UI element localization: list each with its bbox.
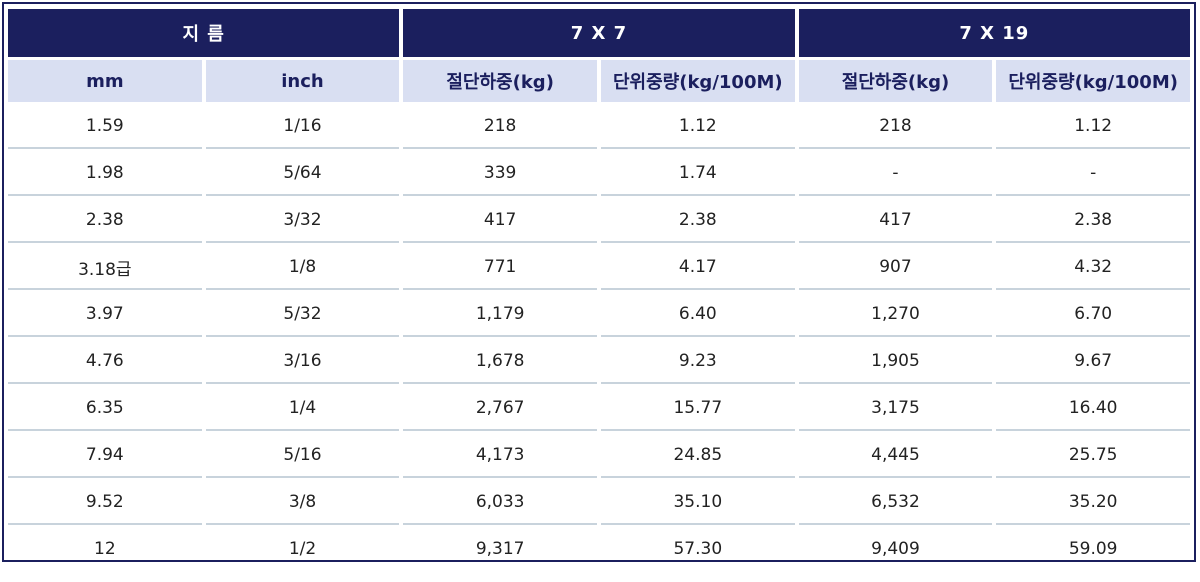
header-7x7: 7 X 7 — [403, 9, 795, 57]
cell-mm: 1.98 — [8, 152, 202, 196]
cell-break-load-7x19: 1,270 — [798, 293, 993, 337]
cell-inch: 3/8 — [205, 481, 400, 525]
table-row: 1.98 5/64 339 1.74- - — [8, 152, 1190, 196]
cell-mm: 2.38 — [8, 199, 202, 243]
cell-unit-weight-7x19: 35.20 — [996, 481, 1190, 525]
cell-unit-weight-7x19: 16.40 — [996, 387, 1190, 431]
cell-unit-weight-7x7: 1.12 — [600, 105, 795, 149]
cell-break-load-7x19: 3,175 — [798, 387, 993, 431]
cell-unit-weight-7x7: 1.74 — [600, 152, 795, 196]
table-row: 9.52 3/8 6,033 35.10 6,532 35.20 — [8, 481, 1190, 525]
table-row: 7.94 5/16 4,173 24.85 4,445 25.75 — [8, 434, 1190, 478]
header-diameter: 지 름 — [8, 9, 400, 57]
cell-mm: 3.97 — [8, 293, 202, 337]
cell-break-load-7x19: 9,409 — [871, 539, 920, 559]
wire-rope-spec-table: 지 름 7 X 7 7 X 19 mm inch 절단하중(kg) 단위중량(k… — [4, 6, 1194, 573]
spec-table-frame: 지 름 7 X 7 7 X 19 mm inch 절단하중(kg) 단위중량(k… — [2, 2, 1196, 562]
cell-break-load-7x19: 6,532 — [798, 481, 993, 525]
cell-break-load-7x7: 339 — [403, 152, 597, 196]
cell-unit-weight-7x7: 2.38 — [600, 199, 795, 243]
cell-break-load-7x19: - — [798, 152, 993, 196]
cell-inch: 1/4 — [205, 387, 400, 431]
column-header-row: mm inch 절단하중(kg) 단위중량(kg/100M) 절단하중(kg) … — [8, 60, 1190, 102]
cell-mm: 1.59 — [8, 105, 202, 149]
cell-break-load-7x7: 2,767 — [403, 387, 597, 431]
cell-mm: 3.18급 — [8, 246, 202, 290]
cell-unit-weight-7x19: 1.12 — [996, 105, 1190, 149]
cell-mm: 7.94 — [8, 434, 202, 478]
cell-unit-weight-7x19: 59.09 — [1068, 539, 1118, 559]
cell-unit-weight-7x19: 4.32 — [996, 246, 1190, 290]
cell-inch: 3/16 — [205, 340, 400, 384]
table-row: 3.97 5/32 1,179 6.40 1,270 6.70 — [8, 293, 1190, 337]
cell-unit-weight-7x7: 57.30 — [673, 539, 723, 559]
cell-unit-weight-7x19: 25.75 — [996, 434, 1190, 478]
col-header-break-load-7x19: 절단하중(kg) — [798, 60, 993, 102]
header-7x19: 7 X 19 — [798, 9, 1190, 57]
cell-mm: 9.52 — [8, 481, 202, 525]
cell-inch: 1/8 — [205, 246, 400, 290]
cell-break-load-7x19: 907 — [798, 246, 993, 290]
cell-mm: 6.35 — [8, 387, 202, 431]
col-header-inch: inch — [205, 60, 400, 102]
cell-break-load-7x7: 218 — [403, 105, 597, 149]
cell-break-load-7x7: 1,179 — [403, 293, 597, 337]
cell-break-load-7x19: 4,445 — [798, 434, 993, 478]
cell-inch: 5/16 — [205, 434, 400, 478]
cell-unit-weight-7x19: - — [996, 152, 1190, 196]
table-row: 12 1/2 9,317 57.30 9,409 59.09 — [8, 528, 1190, 570]
cell-unit-weight-7x7: 9.23 — [600, 340, 795, 384]
table-body: 1.59 1/16 218 1.12 218 1.12 1.98 5/64 339 1.74- -2… — [8, 105, 1190, 570]
cell-break-load-7x19: 417 — [798, 199, 993, 243]
col-header-break-load-7x7: 절단하중(kg) — [403, 60, 597, 102]
cell-break-load-7x7: 771 — [403, 246, 597, 290]
table-row: 6.35 1/4 2,767 15.77 3,175 16.40 — [8, 387, 1190, 431]
cell-inch: 1/16 — [205, 105, 400, 149]
col-header-unit-weight-7x7: 단위중량(kg/100M) — [600, 60, 795, 102]
cell-unit-weight-7x19: 9.67 — [996, 340, 1190, 384]
cell-break-load-7x7: 1,678 — [403, 340, 597, 384]
cell-unit-weight-7x7: 6.40 — [600, 293, 795, 337]
cell-unit-weight-7x19: 2.38 — [996, 199, 1190, 243]
cell-break-load-7x19: 1,905 — [798, 340, 993, 384]
cell-unit-weight-7x7: 4.17 — [600, 246, 795, 290]
cell-break-load-7x7: 4,173 — [403, 434, 597, 478]
col-header-unit-weight-7x19: 단위중량(kg/100M) — [996, 60, 1190, 102]
table-row: 3.18급 1/8 771 4.17 907 4.32 — [8, 246, 1190, 290]
cell-inch: 5/32 — [205, 293, 400, 337]
cell-inch: 3/32 — [205, 199, 400, 243]
group-header-row: 지 름 7 X 7 7 X 19 — [8, 9, 1190, 57]
cell-break-load-7x7: 6,033 — [403, 481, 597, 525]
cell-mm: 12 — [94, 539, 116, 559]
cell-break-load-7x7: 9,317 — [475, 539, 525, 559]
cell-inch: 5/64 — [205, 152, 400, 196]
cell-unit-weight-7x7: 24.85 — [600, 434, 795, 478]
table-row: 1.59 1/16 218 1.12 218 1.12 — [8, 105, 1190, 149]
cell-break-load-7x19: 218 — [798, 105, 993, 149]
cell-mm: 4.76 — [8, 340, 202, 384]
table-row: 4.76 3/16 1,678 9.23 1,905 9.67 — [8, 340, 1190, 384]
cell-unit-weight-7x7: 15.77 — [600, 387, 795, 431]
table-row: 2.38 3/32 417 2.38 417 2.38 — [8, 199, 1190, 243]
col-header-mm: mm — [8, 60, 202, 102]
cell-unit-weight-7x19: 6.70 — [996, 293, 1190, 337]
cell-break-load-7x7: 417 — [403, 199, 597, 243]
cell-unit-weight-7x7: 35.10 — [600, 481, 795, 525]
cell-inch: 1/2 — [288, 539, 317, 559]
